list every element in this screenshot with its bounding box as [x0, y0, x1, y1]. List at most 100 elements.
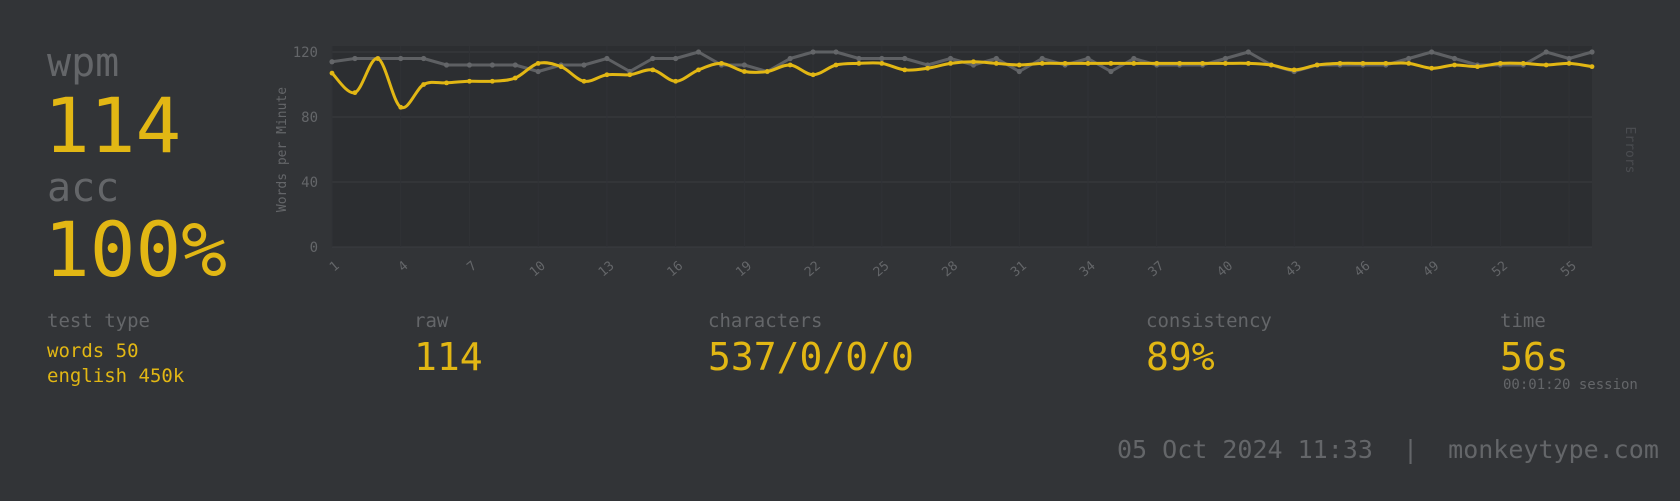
point-raw: [1108, 68, 1114, 75]
point-raw: [902, 55, 908, 62]
footer: 05 Oct 2024 11:33 | monkeytype.com: [1117, 437, 1659, 462]
point-wpm: [1039, 60, 1045, 66]
x-tick-label: 4: [396, 258, 412, 275]
point-wpm: [398, 104, 404, 110]
point-raw: [741, 62, 747, 68]
point-wpm: [650, 67, 656, 73]
x-tick-label: 43: [1283, 259, 1305, 281]
x-tick-label: 49: [1421, 259, 1443, 281]
time-value[interactable]: 56s: [1500, 335, 1569, 379]
raw-label: raw: [414, 310, 449, 332]
point-raw: [443, 62, 450, 68]
wpm-label: wpm: [47, 40, 120, 86]
point-wpm: [352, 90, 358, 96]
x-tick-label: 13: [596, 259, 618, 281]
x-tick-label: 19: [733, 259, 755, 281]
characters-value[interactable]: 537/0/0/0: [708, 335, 914, 379]
test-language-value: english 450k: [47, 365, 185, 387]
raw-value[interactable]: 114: [414, 335, 483, 379]
footer-date: 05 Oct 2024 11:33: [1117, 435, 1373, 464]
point-wpm: [1016, 62, 1022, 68]
point-wpm: [1085, 60, 1091, 66]
plot-area: [332, 46, 1592, 247]
point-raw: [1589, 49, 1595, 55]
point-raw: [787, 55, 793, 62]
footer-separator: |: [1402, 435, 1419, 464]
point-wpm: [1154, 60, 1160, 66]
point-wpm: [1497, 60, 1503, 66]
x-tick-label: 22: [802, 259, 824, 281]
session-time: 00:01:20 session: [1503, 377, 1638, 393]
point-raw: [993, 55, 999, 62]
x-tick-label: 52: [1489, 259, 1511, 281]
point-wpm: [1062, 60, 1068, 66]
point-raw: [650, 55, 656, 62]
wpm-chart[interactable]: 0 40 80 120 1 4 7 10 13 16 19 22 25 28 31 34 37 40 43 46 49 5…: [255, 30, 1655, 290]
x-tick-label: 46: [1352, 259, 1374, 281]
point-raw: [604, 55, 610, 62]
point-raw: [398, 55, 404, 62]
point-wpm: [1383, 60, 1389, 66]
point-wpm: [444, 80, 449, 86]
point-raw: [856, 55, 862, 62]
point-wpm: [1429, 65, 1435, 71]
y-tick-label: 40: [301, 175, 318, 191]
point-wpm: [741, 69, 747, 74]
point-wpm: [971, 59, 976, 65]
point-raw: [1222, 55, 1229, 62]
point-wpm: [581, 78, 587, 84]
point-wpm: [1520, 60, 1526, 66]
point-wpm: [1566, 60, 1572, 66]
point-wpm: [535, 60, 541, 66]
y-tick-label: 0: [310, 240, 318, 256]
y-tick-label: 80: [301, 110, 318, 126]
y-axis-label: Words per Minute: [275, 87, 290, 212]
point-wpm: [329, 70, 335, 76]
point-wpm: [1475, 64, 1480, 70]
wpm-value[interactable]: 114: [44, 81, 182, 170]
point-wpm: [925, 65, 931, 71]
x-tick-label: 16: [665, 259, 687, 281]
point-wpm: [673, 78, 679, 84]
point-raw: [833, 49, 839, 55]
point-raw: [1451, 55, 1458, 62]
point-wpm: [467, 78, 472, 84]
point-raw: [673, 55, 679, 62]
point-raw: [947, 55, 954, 62]
point-wpm: [719, 60, 724, 66]
point-wpm: [764, 69, 770, 74]
point-wpm: [696, 67, 701, 73]
point-wpm: [948, 60, 953, 66]
consistency-value[interactable]: 89%: [1146, 335, 1215, 379]
point-raw: [352, 55, 358, 62]
point-raw: [1016, 68, 1022, 75]
footer-site[interactable]: monkeytype.com: [1448, 435, 1659, 464]
point-raw: [879, 55, 885, 62]
x-tick-label: 25: [871, 259, 893, 281]
point-wpm: [833, 62, 839, 68]
point-wpm: [1543, 62, 1549, 68]
point-raw: [1566, 55, 1572, 62]
point-wpm: [1108, 60, 1114, 66]
point-wpm: [1589, 64, 1595, 70]
characters-label: characters: [708, 310, 823, 332]
point-wpm: [1360, 60, 1366, 66]
x-tick-label: 34: [1077, 258, 1099, 280]
point-wpm: [1406, 60, 1412, 66]
point-wpm: [604, 72, 610, 78]
acc-value[interactable]: 100%: [44, 205, 228, 294]
point-raw: [1039, 55, 1045, 62]
point-wpm: [627, 72, 633, 78]
point-wpm: [993, 60, 999, 66]
point-wpm: [375, 56, 381, 61]
point-wpm: [1177, 60, 1183, 66]
point-wpm: [787, 62, 793, 68]
x-tick-label: 31: [1008, 259, 1030, 281]
point-raw: [489, 62, 495, 68]
point-raw: [1131, 55, 1137, 62]
point-raw: [1085, 55, 1091, 62]
time-label: time: [1500, 310, 1546, 332]
point-wpm: [1452, 62, 1457, 68]
consistency-label: consistency: [1146, 310, 1272, 332]
x-tick-label: 37: [1146, 259, 1168, 281]
